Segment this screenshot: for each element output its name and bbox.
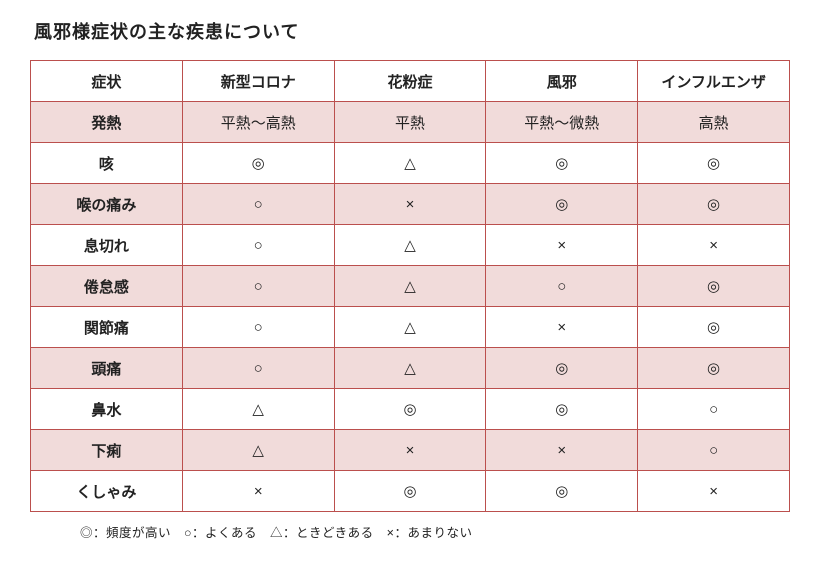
table-row: 下痢△××○: [31, 430, 790, 471]
page-container: 風邪様症状の主な疾患について 症状 新型コロナ 花粉症 風邪 インフルエンザ 発…: [0, 0, 824, 551]
symptom-name-cell: 関節痛: [31, 307, 183, 348]
symptom-value-cell: ×: [638, 471, 790, 512]
symptom-value-cell: ×: [486, 430, 638, 471]
table-row: 倦怠感○△○◎: [31, 266, 790, 307]
symptom-name-cell: 喉の痛み: [31, 184, 183, 225]
symptom-value-cell: ◎: [638, 184, 790, 225]
symptom-value-cell: ○: [182, 184, 334, 225]
symptom-name-cell: 咳: [31, 143, 183, 184]
symptom-value-cell: 平熱: [334, 102, 486, 143]
symptom-value-cell: ○: [182, 225, 334, 266]
table-row: 頭痛○△◎◎: [31, 348, 790, 389]
table-row: 発熱平熱～高熱平熱平熱～微熱高熱: [31, 102, 790, 143]
symptom-value-cell: ◎: [486, 348, 638, 389]
table-header-row: 症状 新型コロナ 花粉症 風邪 インフルエンザ: [31, 61, 790, 102]
table-header: 症状 新型コロナ 花粉症 風邪 インフルエンザ: [31, 61, 790, 102]
symptom-value-cell: ×: [334, 184, 486, 225]
symptom-value-cell: ◎: [182, 143, 334, 184]
symptom-value-cell: △: [334, 348, 486, 389]
table-row: 喉の痛み○×◎◎: [31, 184, 790, 225]
symptom-value-cell: ×: [486, 225, 638, 266]
table-row: 鼻水△◎◎○: [31, 389, 790, 430]
symptom-value-cell: ◎: [486, 143, 638, 184]
symptom-value-cell: △: [334, 307, 486, 348]
symptom-name-cell: 発熱: [31, 102, 183, 143]
table-row: 息切れ○△××: [31, 225, 790, 266]
page-title: 風邪様症状の主な疾患について: [34, 18, 794, 44]
symptom-value-cell: △: [334, 143, 486, 184]
symptom-value-cell: ◎: [334, 389, 486, 430]
symptom-value-cell: ×: [182, 471, 334, 512]
symptom-value-cell: △: [182, 389, 334, 430]
symptom-name-cell: 下痢: [31, 430, 183, 471]
symptom-value-cell: ◎: [638, 143, 790, 184]
table-row: 関節痛○△×◎: [31, 307, 790, 348]
symptom-value-cell: ◎: [486, 389, 638, 430]
symptom-value-cell: ×: [638, 225, 790, 266]
symptom-value-cell: ○: [638, 389, 790, 430]
table-row: くしゃみ×◎◎×: [31, 471, 790, 512]
symptom-name-cell: 倦怠感: [31, 266, 183, 307]
symptom-value-cell: 平熱～微熱: [486, 102, 638, 143]
symptom-value-cell: ○: [486, 266, 638, 307]
symptom-value-cell: ○: [182, 348, 334, 389]
col-header-covid: 新型コロナ: [182, 61, 334, 102]
symptom-value-cell: ◎: [486, 471, 638, 512]
symptom-comparison-table: 症状 新型コロナ 花粉症 風邪 インフルエンザ 発熱平熱～高熱平熱平熱～微熱高熱…: [30, 60, 790, 512]
symptom-value-cell: ○: [182, 266, 334, 307]
symptom-value-cell: ×: [486, 307, 638, 348]
symptom-value-cell: △: [334, 225, 486, 266]
symptom-name-cell: くしゃみ: [31, 471, 183, 512]
symptom-value-cell: △: [182, 430, 334, 471]
symptom-value-cell: ◎: [486, 184, 638, 225]
symptom-name-cell: 息切れ: [31, 225, 183, 266]
col-header-flu: インフルエンザ: [638, 61, 790, 102]
table-row: 咳◎△◎◎: [31, 143, 790, 184]
symptom-value-cell: ○: [182, 307, 334, 348]
legend-text: ◎：頻度が高い ○：よくある △：ときどきある ×：あまりない: [80, 522, 794, 541]
symptom-value-cell: 平熱～高熱: [182, 102, 334, 143]
symptom-value-cell: ×: [334, 430, 486, 471]
col-header-cold: 風邪: [486, 61, 638, 102]
col-header-hayfever: 花粉症: [334, 61, 486, 102]
table-body: 発熱平熱～高熱平熱平熱～微熱高熱咳◎△◎◎喉の痛み○×◎◎息切れ○△××倦怠感○…: [31, 102, 790, 512]
symptom-name-cell: 頭痛: [31, 348, 183, 389]
symptom-value-cell: 高熱: [638, 102, 790, 143]
symptom-name-cell: 鼻水: [31, 389, 183, 430]
symptom-value-cell: ◎: [638, 348, 790, 389]
symptom-value-cell: ◎: [638, 307, 790, 348]
col-header-symptom: 症状: [31, 61, 183, 102]
symptom-value-cell: ○: [638, 430, 790, 471]
symptom-value-cell: ◎: [638, 266, 790, 307]
symptom-value-cell: ◎: [334, 471, 486, 512]
symptom-value-cell: △: [334, 266, 486, 307]
